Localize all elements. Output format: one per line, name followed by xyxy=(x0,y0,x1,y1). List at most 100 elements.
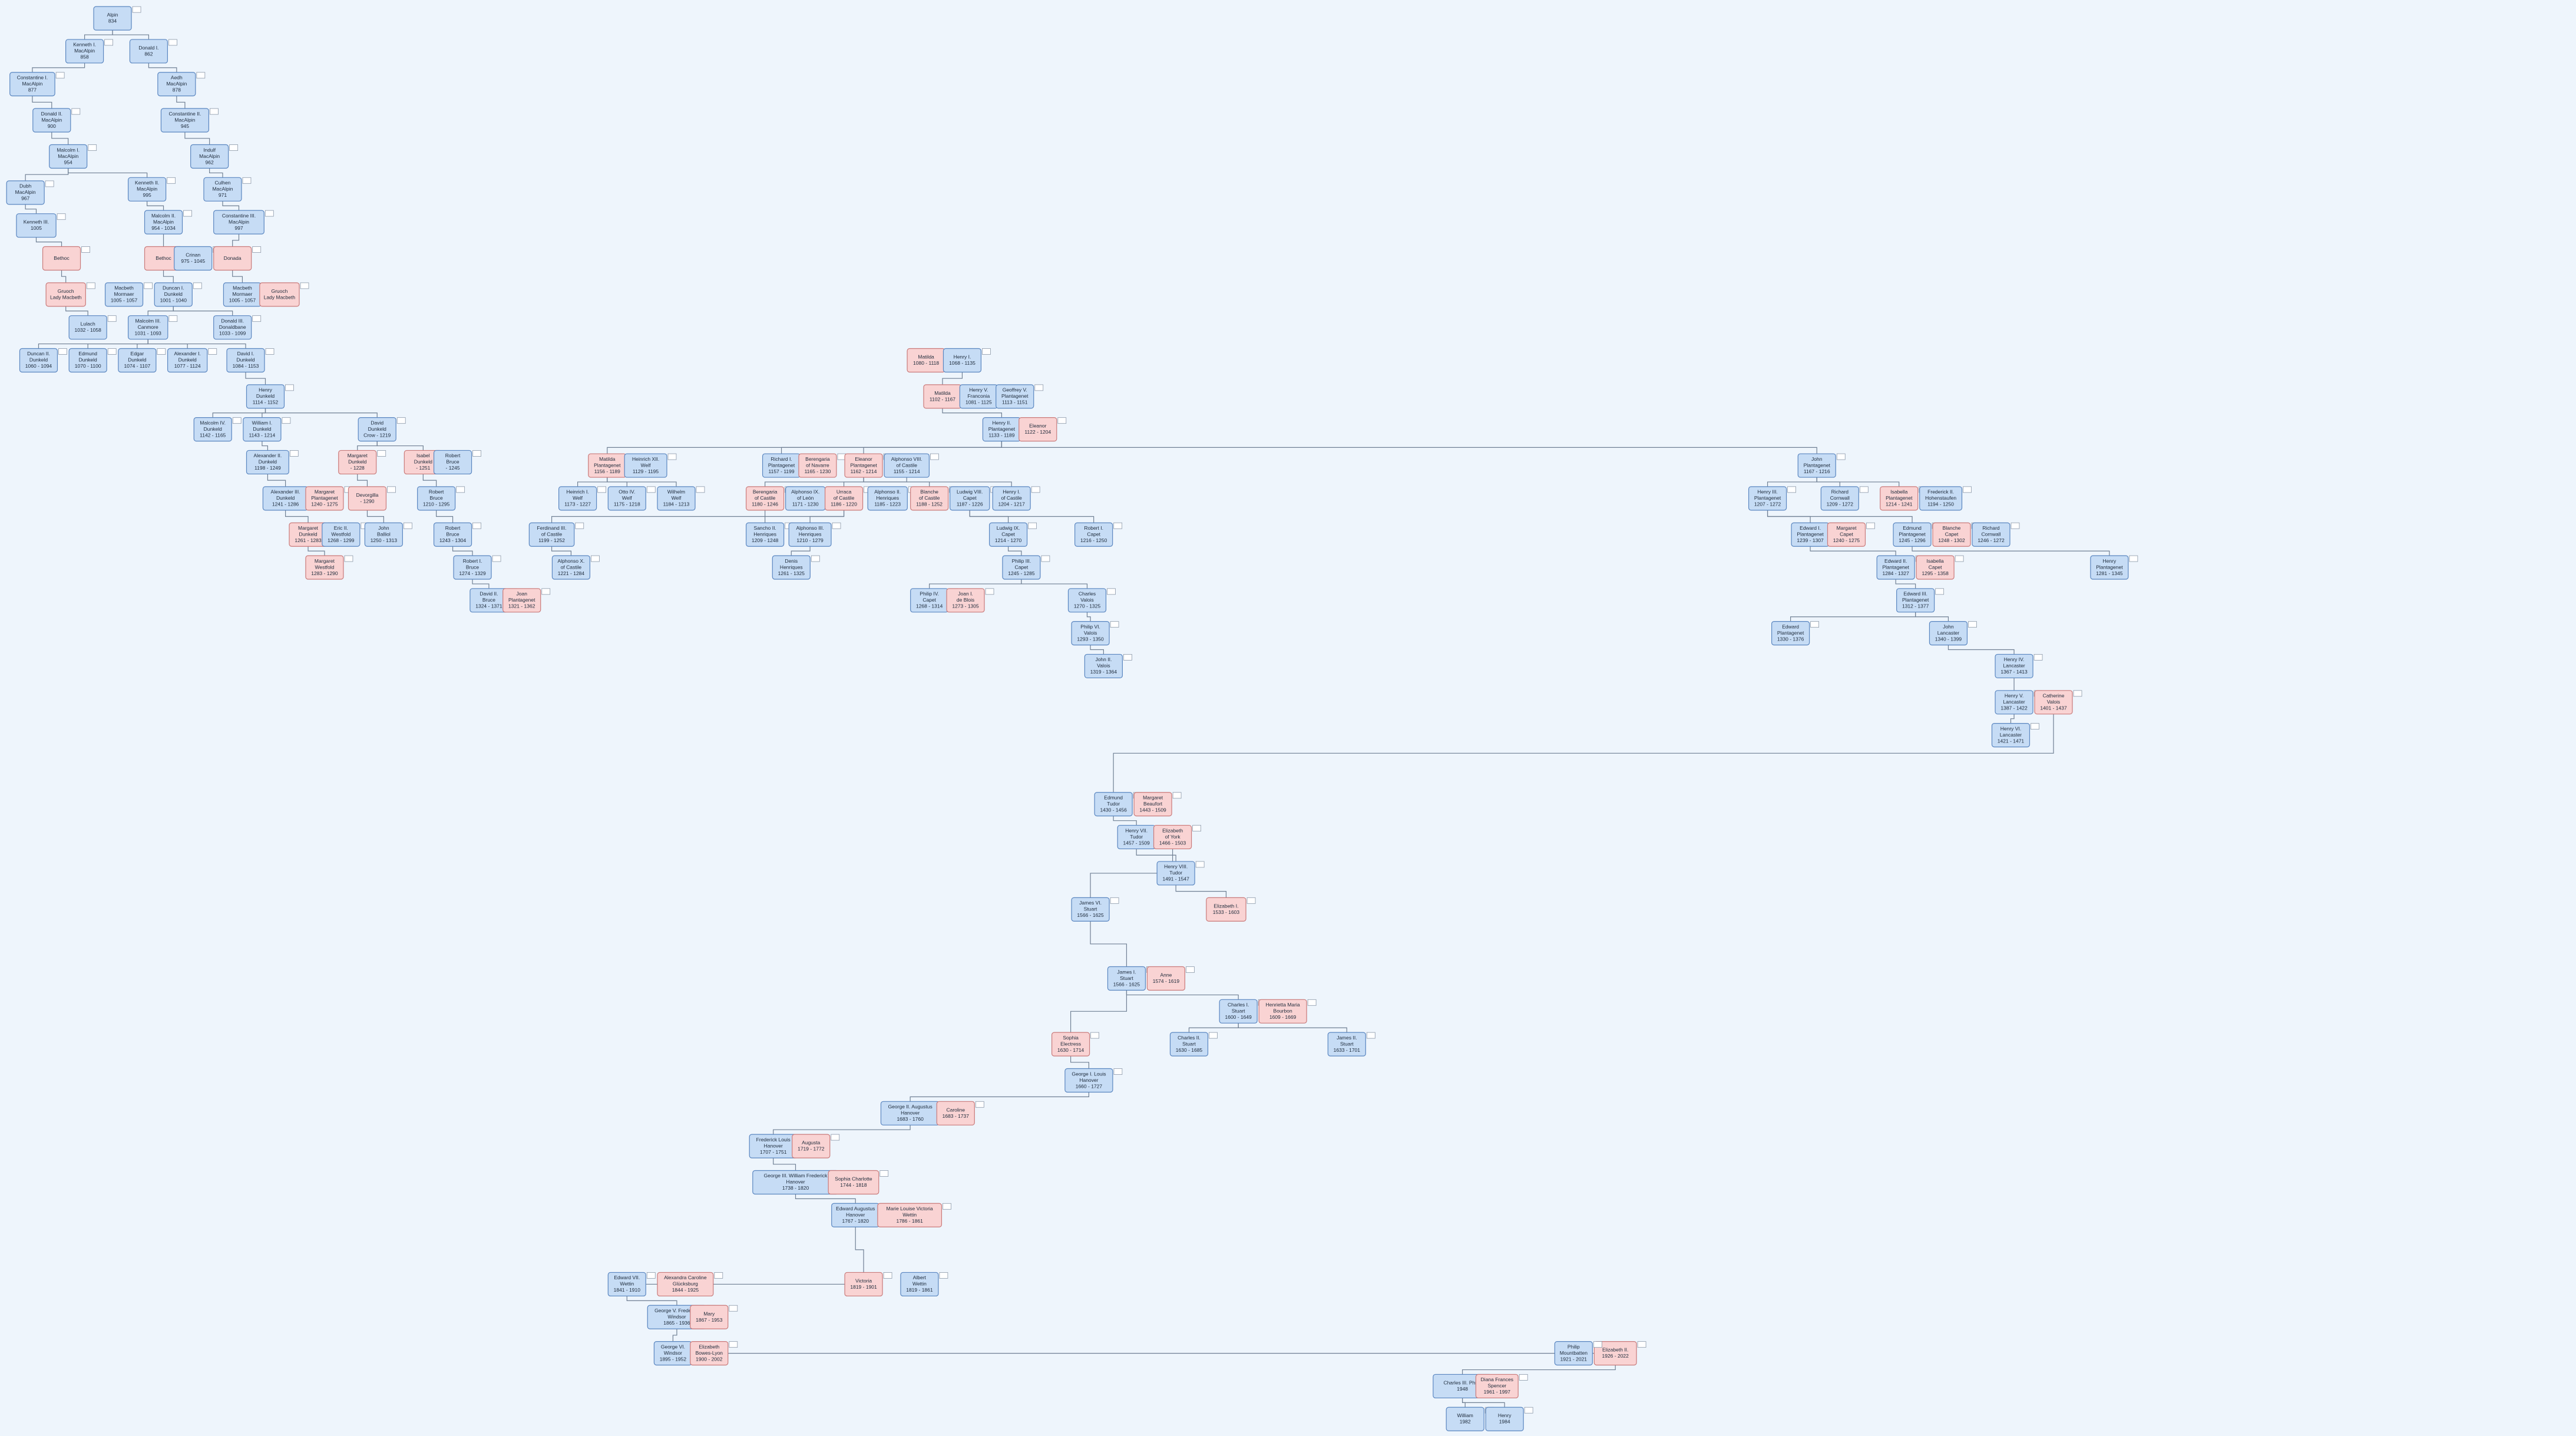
person-node[interactable]: Bethoc xyxy=(42,246,90,271)
person-node[interactable]: Donald I.862 xyxy=(129,39,177,64)
person-node[interactable]: Donada xyxy=(213,246,262,271)
person-node[interactable]: Kenneth III.1005 xyxy=(16,213,66,238)
person-node[interactable]: Henry I.1068 - 1135 xyxy=(943,348,991,373)
person-node[interactable]: Elizabeth I.1533 - 1603 xyxy=(1206,897,1256,922)
person-node[interactable]: Elizabeth II.1926 - 2022 xyxy=(1593,1341,1646,1366)
